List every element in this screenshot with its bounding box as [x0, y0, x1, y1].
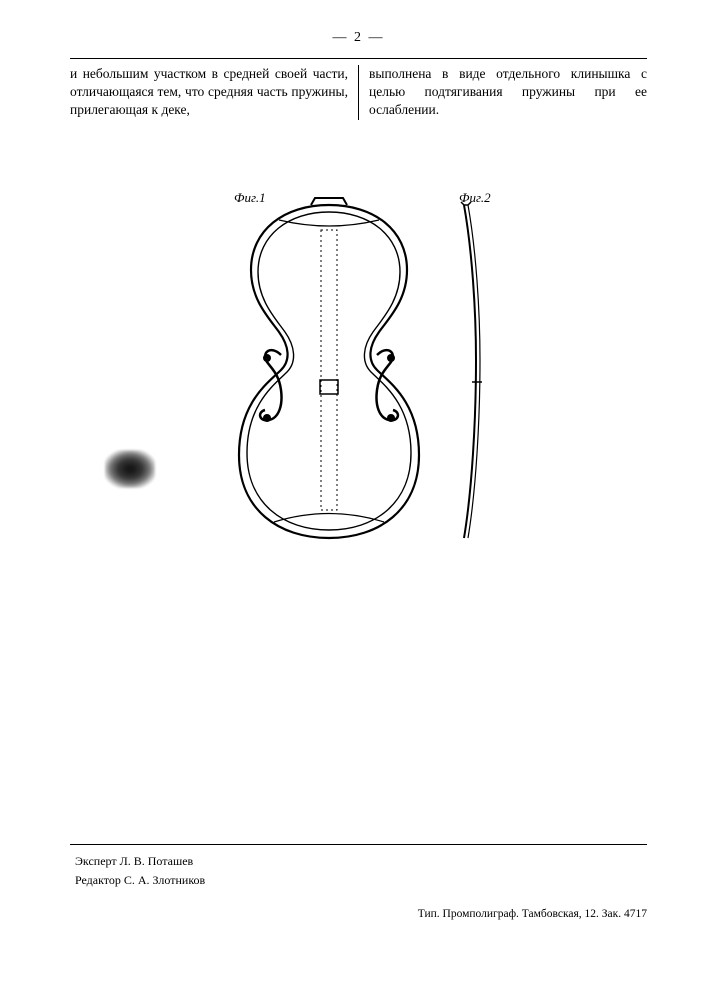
top-rule: [70, 58, 647, 59]
column-right: выполнена в виде отдельного клинышка с ц…: [369, 65, 647, 120]
figure-area: Фиг.1 Фиг.2: [70, 180, 647, 560]
page-root: — 2 — и небольшим участком в средней сво…: [0, 0, 707, 1000]
column-left: и небольшим участком в средней своей час…: [70, 65, 348, 120]
fig1-label: Фиг.1: [234, 190, 266, 205]
center-wedge: [320, 380, 338, 394]
fig2-label: Фиг.2: [459, 190, 491, 205]
violin-figure-svg: Фиг.1 Фиг.2: [199, 180, 519, 560]
ink-smudge: [105, 450, 155, 488]
expert-name: Л. В. Поташев: [120, 854, 194, 868]
credits-block: Эксперт Л. В. Поташев Редактор С. А. Зло…: [75, 852, 205, 890]
bass-bar-outline: [321, 230, 337, 510]
column-divider: [358, 65, 359, 120]
credits-rule: [70, 844, 647, 845]
expert-label: Эксперт: [75, 854, 117, 868]
text-columns: и небольшим участком в средней своей час…: [70, 65, 647, 120]
imprint-line: Тип. Промполиграф. Тамбовская, 12. Зак. …: [418, 908, 647, 920]
editor-line: Редактор С. А. Злотников: [75, 871, 205, 890]
editor-label: Редактор: [75, 873, 121, 887]
expert-line: Эксперт Л. В. Поташев: [75, 852, 205, 871]
page-number: — 2 —: [70, 30, 647, 46]
side-profile: [461, 202, 482, 538]
violin-body: [239, 198, 419, 538]
editor-name: С. А. Злотников: [124, 873, 205, 887]
